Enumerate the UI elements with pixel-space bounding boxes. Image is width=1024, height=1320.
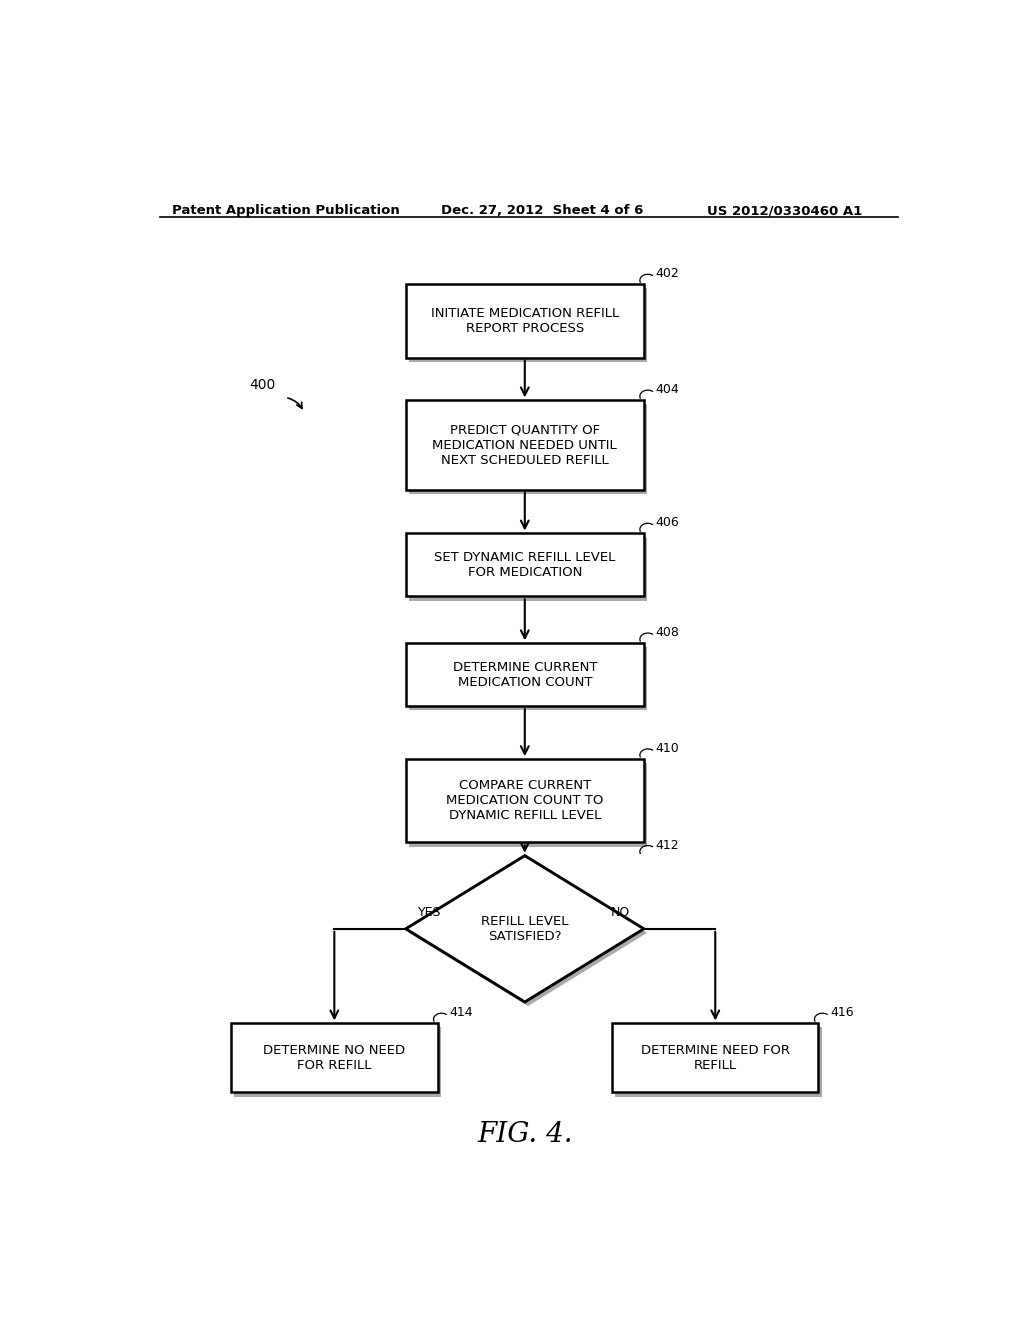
Text: 400: 400	[250, 378, 276, 392]
Text: COMPARE CURRENT
MEDICATION COUNT TO
DYNAMIC REFILL LEVEL: COMPARE CURRENT MEDICATION COUNT TO DYNA…	[446, 779, 603, 822]
Text: REFILL LEVEL
SATISFIED?: REFILL LEVEL SATISFIED?	[481, 915, 568, 942]
Bar	[406, 759, 644, 842]
Text: Patent Application Publication: Patent Application Publication	[172, 205, 399, 216]
Bar	[409, 647, 647, 710]
Text: US 2012/0330460 A1: US 2012/0330460 A1	[708, 205, 862, 216]
Bar	[409, 289, 647, 362]
Text: FIG. 4.: FIG. 4.	[477, 1121, 572, 1147]
Text: NO: NO	[610, 906, 630, 919]
Polygon shape	[409, 859, 647, 1006]
Text: SET DYNAMIC REFILL LEVEL
FOR MEDICATION: SET DYNAMIC REFILL LEVEL FOR MEDICATION	[434, 550, 615, 579]
Bar	[615, 1027, 821, 1097]
Text: 404: 404	[655, 383, 680, 396]
Text: DETERMINE NEED FOR
REFILL: DETERMINE NEED FOR REFILL	[641, 1044, 790, 1072]
Bar	[406, 643, 644, 706]
Text: DETERMINE CURRENT
MEDICATION COUNT: DETERMINE CURRENT MEDICATION COUNT	[453, 661, 597, 689]
Text: 412: 412	[655, 838, 679, 851]
Text: INITIATE MEDICATION REFILL
REPORT PROCESS: INITIATE MEDICATION REFILL REPORT PROCES…	[431, 308, 618, 335]
Text: 410: 410	[655, 742, 680, 755]
Bar	[231, 1023, 437, 1093]
Text: PREDICT QUANTITY OF
MEDICATION NEEDED UNTIL
NEXT SCHEDULED REFILL: PREDICT QUANTITY OF MEDICATION NEEDED UN…	[432, 424, 617, 466]
Bar	[234, 1027, 440, 1097]
Text: 414: 414	[450, 1006, 473, 1019]
Text: 402: 402	[655, 268, 680, 280]
Bar	[409, 537, 647, 601]
Text: YES: YES	[418, 906, 441, 919]
Bar	[406, 284, 644, 358]
Text: Dec. 27, 2012  Sheet 4 of 6: Dec. 27, 2012 Sheet 4 of 6	[441, 205, 644, 216]
Polygon shape	[406, 855, 644, 1002]
Text: 406: 406	[655, 516, 680, 529]
Bar	[409, 404, 647, 494]
Text: 408: 408	[655, 626, 680, 639]
Text: 416: 416	[830, 1006, 854, 1019]
Bar	[406, 400, 644, 490]
Bar	[612, 1023, 818, 1093]
Bar	[406, 533, 644, 597]
Text: DETERMINE NO NEED
FOR REFILL: DETERMINE NO NEED FOR REFILL	[263, 1044, 406, 1072]
Bar	[409, 763, 647, 846]
